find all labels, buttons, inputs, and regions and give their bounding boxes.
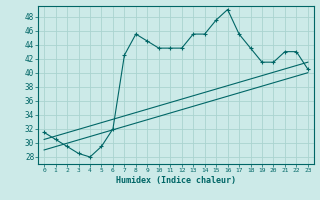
- X-axis label: Humidex (Indice chaleur): Humidex (Indice chaleur): [116, 176, 236, 185]
